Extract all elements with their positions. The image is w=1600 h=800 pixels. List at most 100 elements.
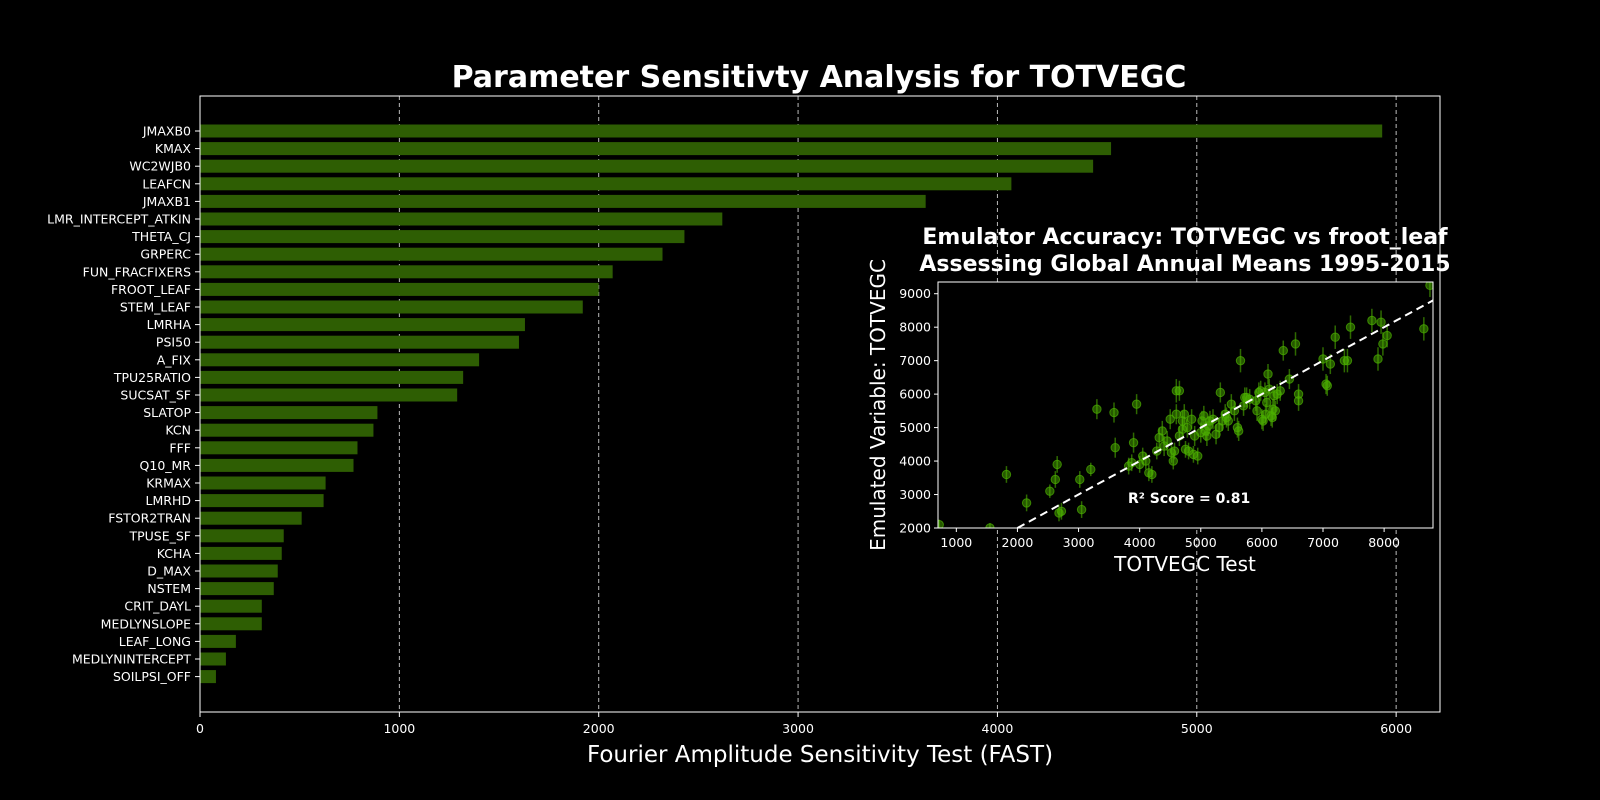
main-y-tick-label: TPUSE_SF <box>128 528 191 543</box>
scatter-point <box>1052 459 1062 470</box>
inset-x-tick-label: 2000 <box>1002 535 1034 550</box>
main-x-tick-label: 1000 <box>383 721 415 736</box>
inset-y-tick-label: 7000 <box>899 353 931 368</box>
bar-psi50 <box>200 335 519 349</box>
main-bar-chart: Parameter Sensitivty Analysis for TOTVEG… <box>47 60 1441 768</box>
inset-y-tick-label: 6000 <box>899 387 931 402</box>
scatter-point <box>1021 498 1032 508</box>
scatter-point <box>1171 409 1182 419</box>
scatter-point <box>1165 414 1175 424</box>
main-y-tick-label: FROOT_LEAF <box>111 282 191 297</box>
bar-fun-fracfixers <box>200 265 613 279</box>
main-y-tick-label: LMRHA <box>147 317 192 332</box>
inset-x-tick-label: 1000 <box>940 535 972 550</box>
main-y-tick-label: SOILPSI_OFF <box>113 669 191 684</box>
main-x-tick-labels: 0 1000 2000 3000 4000 5000 6000 <box>196 712 1412 736</box>
bar-stem-leaf <box>200 300 583 314</box>
bar-theta-cj <box>200 230 685 244</box>
scatter-point <box>1342 355 1353 366</box>
bar-slatop <box>200 406 378 420</box>
scatter-point <box>1128 437 1139 448</box>
inset-y-axis-label: Emulated Variable: TOTVEGC <box>866 259 890 551</box>
inset-x-tick-label: 4000 <box>1124 535 1156 550</box>
scatter-point <box>1092 404 1102 414</box>
main-y-tick-label: GRPERC <box>140 247 191 262</box>
scatter-point <box>1193 451 1203 461</box>
inset-y-tick-label: 5000 <box>899 420 931 435</box>
main-chart-title: Parameter Sensitivty Analysis for TOTVEG… <box>452 60 1187 95</box>
bar-tpu25ratio <box>200 370 464 384</box>
main-y-tick-label: A_FIX <box>157 352 192 367</box>
main-y-tick-label: SLATOP <box>143 405 191 420</box>
scatter-point <box>1345 322 1356 332</box>
bar-wc2wjb0 <box>200 159 1094 173</box>
bar-nstem <box>200 582 274 596</box>
bar-sucsat-sf <box>200 388 458 402</box>
scatter-point <box>1284 374 1295 384</box>
main-y-tick-label: TPU25RATIO <box>113 370 191 385</box>
scatter-point <box>1325 359 1336 369</box>
main-x-tick-label: 2000 <box>583 721 615 736</box>
scatter-point <box>1174 386 1185 396</box>
main-y-tick-label: D_MAX <box>147 564 191 579</box>
r2-score-annotation: R² Score = 0.81 <box>1128 491 1250 507</box>
inset-x-tick-label: 6000 <box>1246 535 1278 550</box>
main-y-tick-label: STEM_LEAF <box>120 300 191 315</box>
bar-q10-mr <box>200 458 354 472</box>
main-y-tick-label: JMAXB0 <box>142 124 191 139</box>
inset-x-tick-label: 5000 <box>1185 535 1217 550</box>
inset-reference-line <box>1016 299 1434 529</box>
main-y-tick-label: THETA_CJ <box>131 229 191 244</box>
scatter-point <box>1263 369 1273 379</box>
scatter-point <box>1076 504 1087 515</box>
inset-x-tick-label: 3000 <box>1063 535 1095 550</box>
bar-jmaxb0 <box>200 124 1383 138</box>
inset-chart-title: Emulator Accuracy: TOTVEGC vs froot_leaf <box>922 225 1448 250</box>
scatter-point <box>1293 396 1304 406</box>
bar-a-fix <box>200 353 480 367</box>
scatter-point <box>1270 406 1281 416</box>
main-y-tick-label: NSTEM <box>147 581 191 596</box>
scatter-point <box>1252 406 1262 416</box>
scatter-point <box>1109 407 1119 418</box>
main-y-tick-label: CRIT_DAYL <box>124 599 191 614</box>
scatter-point <box>1373 354 1383 364</box>
scatter-point <box>1215 387 1226 398</box>
scatter-point <box>1050 474 1061 485</box>
scatter-point <box>1278 345 1288 356</box>
inset-y-tick-label: 2000 <box>899 521 931 536</box>
scatter-point <box>1045 486 1055 496</box>
scatter-point <box>1419 324 1429 334</box>
main-y-tick-label: JMAXB1 <box>142 194 191 209</box>
main-y-tick-label: LEAFCN <box>142 176 191 191</box>
bar-medlynintercept <box>200 652 226 666</box>
main-y-tick-label: KRMAX <box>146 476 191 491</box>
scatter-point <box>1110 442 1120 453</box>
inset-y-tick-labels: 2000 3000 4000 5000 6000 7000 8000 9000 <box>899 286 938 536</box>
bar-lmrhd <box>200 494 324 508</box>
scatter-point <box>1131 399 1142 409</box>
bar-krmax <box>200 476 326 490</box>
main-y-tick-label: LEAF_LONG <box>119 634 191 649</box>
scatter-point <box>1290 339 1301 349</box>
bar-leaf-long <box>200 634 236 648</box>
scatter-point <box>1275 386 1285 396</box>
scatter-point <box>1223 416 1233 426</box>
main-y-tick-label: FFF <box>169 440 191 455</box>
bar-kmax <box>200 142 1112 156</box>
inset-chart-subtitle: Assessing Global Annual Means 1995-2015 <box>919 252 1450 277</box>
scatter-point <box>1056 506 1067 516</box>
scatter-point <box>1425 282 1433 291</box>
main-x-tick-label: 3000 <box>782 721 814 736</box>
main-y-tick-label: Q10_MR <box>140 458 192 473</box>
main-x-tick-label: 0 <box>196 721 204 736</box>
scatter-point <box>1075 474 1085 485</box>
main-x-tick-label: 4000 <box>982 721 1014 736</box>
main-bars <box>200 124 1383 684</box>
bar-crit-dayl <box>200 599 262 613</box>
scatter-point <box>1378 339 1388 349</box>
bar-kcn <box>200 423 374 437</box>
main-y-tick-label: WC2WJB0 <box>129 159 191 174</box>
bar-leafcn <box>200 177 1012 191</box>
